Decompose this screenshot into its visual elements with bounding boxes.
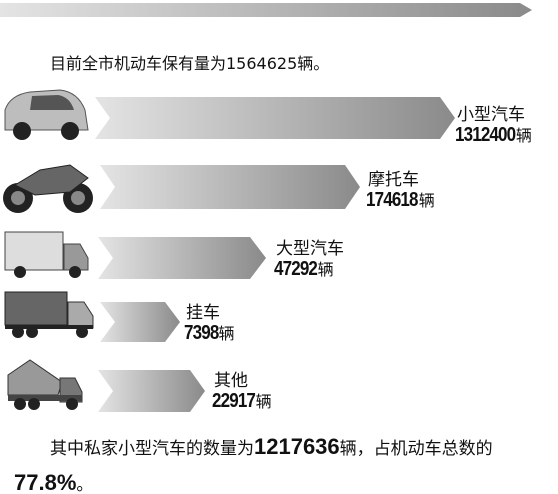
car-icon — [5, 90, 88, 140]
arrow — [98, 237, 266, 279]
footer-text: 辆，占机动车总数的 — [340, 439, 493, 459]
arrow — [100, 165, 360, 209]
value: 7398 — [184, 322, 218, 345]
unit: 辆 — [516, 126, 532, 145]
trailer-icon — [5, 292, 93, 338]
value: 22917 — [212, 390, 255, 413]
unit: 辆 — [318, 260, 334, 279]
intro: 目前全市机动车保有量为1564625辆。 — [50, 50, 329, 74]
value: 47292 — [274, 258, 317, 281]
value: 1312400 — [455, 124, 515, 147]
unit: 辆 — [219, 324, 235, 343]
top-band — [0, 3, 532, 17]
dump-truck-icon — [8, 360, 82, 410]
footer-text: 。 — [76, 475, 93, 494]
footer: 其中私家小型汽车的数量为1217636辆，占机动车总数的 77.8%。 — [14, 430, 544, 494]
unit: 辆 — [256, 392, 272, 411]
count: 1217636 — [254, 434, 340, 459]
unit: 辆 — [419, 191, 435, 210]
infographic: 目前全市机动车保有量为1564625辆。 小型汽车 1312400辆 摩托车 1… — [0, 0, 558, 494]
arrow — [98, 370, 205, 412]
value: 174618 — [366, 189, 418, 212]
arrow — [100, 302, 180, 342]
arrow — [95, 97, 455, 139]
footer-text: 其中私家小型汽车的数量为 — [50, 439, 254, 459]
motorcycle-icon — [3, 165, 93, 213]
truck-icon — [5, 232, 88, 278]
share: 77.8% — [14, 470, 76, 494]
